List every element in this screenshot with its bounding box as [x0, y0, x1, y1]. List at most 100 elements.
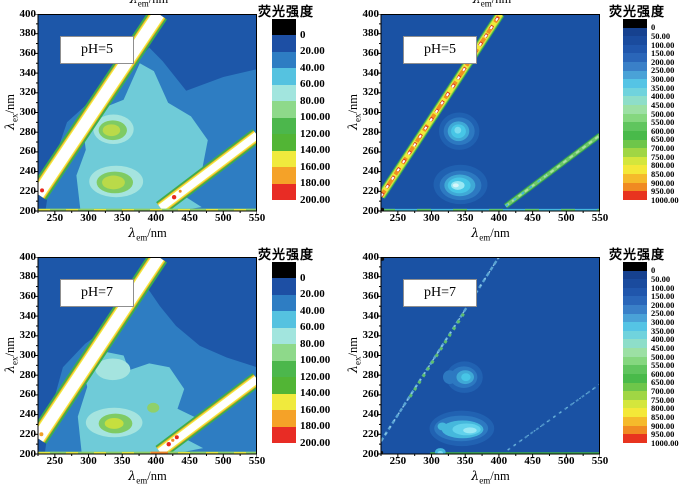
colorbar-label: 650.00 [651, 377, 675, 388]
colorbar-label: 1000.00 [651, 194, 679, 205]
colorbar-label: 150.00 [651, 291, 675, 302]
colorbar-label: 350.00 [651, 82, 675, 93]
colorbar-label: 0 [300, 271, 306, 284]
y-tick-label: 340 [19, 309, 37, 322]
colorbar-label: 950.00 [651, 186, 675, 197]
y-tick-label: 400 [362, 7, 380, 20]
y-tick-label: 380 [19, 270, 37, 283]
colorbar-label: 120.00 [300, 127, 331, 140]
colorbar-band [623, 373, 647, 383]
colorbar-band [623, 425, 647, 435]
y-tick-label: 260 [19, 145, 37, 158]
ph-condition-badge: pH=7 [60, 279, 134, 307]
colorbar-band [623, 348, 647, 357]
y-tick-label: 240 [19, 408, 37, 421]
colorbar-label: 20.00 [300, 45, 325, 58]
x-tick-label: 550 [248, 455, 266, 467]
colorbar-band [623, 130, 647, 140]
axis-subscript: em [136, 232, 148, 243]
colorbar-label: 250.00 [651, 65, 675, 76]
y-tick-label: 340 [362, 309, 380, 322]
x-tick-label: 300 [423, 212, 440, 224]
colorbar-label: 40.00 [300, 61, 325, 74]
axis-unit: /nm [147, 226, 167, 240]
axis-subscript: em [479, 475, 491, 486]
colorbar-label: 180.00 [300, 420, 331, 433]
colorbar-label: 0 [651, 265, 656, 276]
colorbar-band [623, 105, 647, 114]
x-tick-label: 550 [248, 212, 266, 224]
x-axis-label: λem/nm [38, 469, 257, 488]
colorbar-band [623, 87, 647, 97]
colorbar: 0 50.00 100.00 150.00 200.00 250.00 300.00 350.… [623, 19, 679, 204]
colorbar: 0 20.00 40.00 60.00 80.00 100.00 120.00 140.00 1… [272, 19, 330, 205]
y-tick-label: 300 [362, 349, 380, 361]
plot-area-ph7-low [34, 257, 257, 458]
colorbar-label: 150.00 [651, 48, 675, 59]
colorbar-title: 荧光强度 [608, 4, 665, 19]
x-tick-label: 350 [113, 455, 131, 467]
colorbar-band [272, 410, 296, 427]
colorbar-label: 140.00 [300, 387, 331, 400]
x-tick-label: 550 [591, 455, 609, 467]
y-tick-label: 240 [362, 408, 380, 421]
y-tick-label: 260 [362, 145, 380, 158]
colorbar-label: 450.00 [651, 99, 675, 110]
y-tick-label: 320 [362, 86, 380, 99]
colorbar-label: 200.00 [651, 56, 675, 67]
x-tick-label: 300 [80, 212, 97, 224]
y-tick-label: 240 [19, 165, 37, 178]
colorbar-band [623, 356, 647, 366]
y-tick-label: 360 [362, 289, 380, 302]
x-tick-label: 450 [524, 455, 541, 467]
x-tick-label: 250 [389, 455, 407, 467]
y-tick-label: 360 [362, 46, 380, 59]
x-tick-label: 450 [524, 212, 541, 224]
axis-unit: /nm [490, 469, 510, 483]
colorbar-label: 650.00 [651, 134, 675, 145]
colorbar-band [272, 51, 296, 69]
x-tick-label: 400 [490, 455, 508, 467]
colorbar-label: 60.00 [300, 321, 325, 334]
colorbar-band [623, 313, 647, 323]
y-tick-label: 240 [362, 165, 380, 178]
axis-subscript: em [480, 0, 492, 9]
colorbar-band [272, 311, 296, 328]
y-tick-label: 260 [19, 388, 37, 401]
colorbar-band [623, 139, 647, 149]
colorbar-label: 400.00 [651, 91, 675, 102]
x-tick-label: 300 [80, 455, 97, 467]
colorbar-label: 40.00 [300, 304, 325, 317]
x-tick-label: 500 [558, 212, 575, 224]
y-tick-label: 280 [362, 125, 380, 138]
colorbar-label: 550.00 [651, 360, 675, 371]
x-tick-label: 400 [147, 212, 165, 224]
y-tick-label: 360 [19, 289, 37, 302]
y-tick-label: 220 [19, 184, 37, 197]
y-tick-label: 200 [19, 204, 37, 217]
colorbar-label: 50.00 [651, 273, 671, 284]
y-tick-label: 360 [19, 46, 37, 59]
colorbar-label: 20.00 [300, 288, 325, 301]
cropped-top-axis-label: λem/nm [120, 0, 178, 9]
lambda-symbol: λ [128, 468, 137, 483]
colorbar-label: 800.00 [651, 403, 675, 414]
colorbar-label: 600.00 [651, 125, 675, 136]
eem-panel-ph5-low: λem/nmλex/nm4003803603403203002802602402… [0, 0, 350, 248]
axis-subscript: em [479, 232, 491, 243]
y-tick-label: 220 [362, 427, 380, 440]
colorbar-label: 850.00 [651, 411, 675, 422]
colorbar-band [623, 296, 647, 306]
y-tick-label: 220 [362, 184, 380, 197]
x-tick-label: 250 [389, 212, 407, 224]
colorbar: 0 20.00 40.00 60.00 80.00 100.00 120.00 140.00 1… [272, 262, 330, 448]
x-tick-label: 400 [490, 212, 508, 224]
colorbar-label: 500.00 [651, 351, 675, 362]
plot-area-ph5-low [34, 14, 257, 215]
eem-panel-ph7-low: λex/nm 400 380 360 340 320 300 280 260 240 220 200 2… [0, 243, 350, 491]
colorbar-band [272, 344, 296, 361]
colorbar-band [623, 96, 647, 106]
colorbar-band [272, 426, 296, 443]
colorbar-band [623, 330, 647, 340]
x-tick-label: 300 [423, 455, 440, 467]
